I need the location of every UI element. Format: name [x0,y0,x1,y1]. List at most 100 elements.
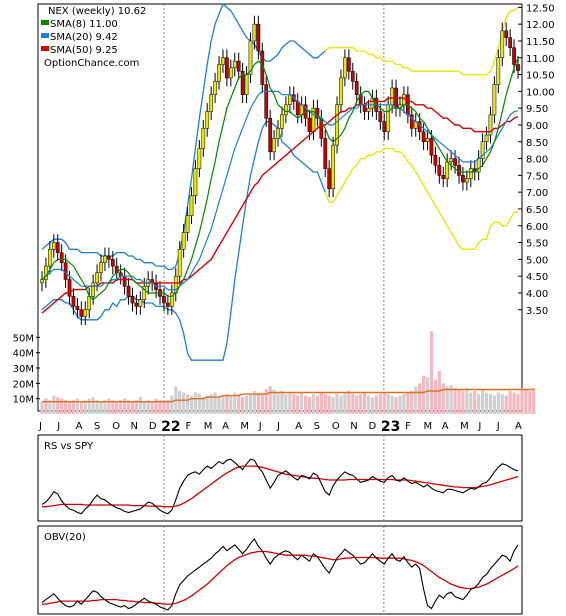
candle-body [201,128,206,149]
candle-body [425,138,430,143]
candle-body [327,168,332,190]
candle-body [512,47,516,65]
volume-tick-label: 40M [13,349,34,360]
month-label: J [276,421,280,432]
candle-body [409,114,414,129]
volume-bar [115,401,119,414]
price-tick-label: 12.00 [526,20,555,31]
candle-body [496,57,501,85]
price-tick-label: 11.00 [526,54,555,65]
candle-body [48,249,52,267]
candle-body [468,168,473,179]
candle-body [295,101,300,116]
rs-panel [37,434,523,522]
rs-legend: RS vs SPY [44,441,94,452]
candle-body [484,134,489,143]
candle-body [461,175,465,183]
candle-body [437,165,442,176]
candle-body [256,23,261,52]
volume-bar [197,394,201,414]
volume-bar [209,394,213,414]
candle-body [343,57,347,79]
month-label: A [295,421,302,432]
price-tick-label: 6.00 [526,222,548,233]
volume-bar [303,395,308,414]
volume-bar [433,380,437,414]
price-tick-label: 4.50 [526,272,548,283]
volume-bar [351,394,355,414]
volume-bar [469,392,473,414]
month-label: A [222,421,229,432]
volume-bar [217,397,221,414]
volume-bar [402,394,406,414]
price-tick-label: 3.50 [526,306,548,317]
volume-bar [390,395,394,414]
volume-bar [386,394,390,414]
candle-body [366,107,371,112]
volume-bar [87,398,91,414]
volume-bar [103,400,107,414]
volume-bar [315,395,319,414]
candle-body [107,255,111,260]
volume-bar [366,395,371,414]
volume-bar [457,389,461,414]
volume-bar [461,391,465,414]
volume-bar [205,395,209,414]
legend-title: NEX (weekly) 10.62 [48,6,146,17]
candle-body [480,141,485,159]
candle-body [59,252,64,263]
volume-bar [480,389,485,414]
bollinger-lower-line-recent [324,147,518,250]
candle-body [339,77,343,106]
watermark: OptionChance.com [44,58,139,69]
volume-bar [241,397,245,414]
volume-bar [516,394,520,414]
price-tick-label: 5.50 [526,239,548,250]
volume-bar [347,391,351,414]
month-label: M [423,421,432,432]
bollinger-upper-line-recent [324,6,519,76]
candle-body [177,249,182,277]
volume-bar [83,400,87,414]
volume-bar [272,389,276,414]
candle-body [213,81,217,95]
volume-bar [166,400,170,414]
volume-bar [119,400,123,414]
volume-bar [276,392,280,414]
candle-body [264,84,269,119]
candle-body [122,275,127,287]
volume-bar [465,387,469,414]
volume-tick-label: 20M [13,379,34,390]
candle-body [441,175,446,179]
candle-body [130,296,135,304]
candle-body [421,131,426,143]
price-tick-label: 12.50 [526,3,555,14]
candle-body [323,138,328,169]
year-label: 22 [161,419,180,435]
volume-bar [355,395,359,414]
candle-body [217,64,221,82]
volume-bar [154,398,158,414]
volume-bar [138,397,142,414]
candle-body [516,64,520,71]
obv-line [41,538,519,611]
volume-bar [256,392,260,414]
volume-bar [162,401,166,414]
candle-body [91,282,95,297]
candle-body [75,306,80,311]
volume-tick-label: 30M [13,364,34,375]
candle-body [197,148,202,169]
volume-bar [244,395,249,414]
sma20-line [41,90,519,291]
candle-body [453,158,457,166]
rs-line [41,458,519,515]
candle-body [280,114,284,129]
candle-body [134,302,139,307]
volume-bar [425,377,430,414]
volume-bar [130,401,135,414]
sma50-line [41,97,519,314]
volume-bar [107,398,111,414]
month-label: S [94,421,100,432]
candle-body [429,138,434,156]
candle-body [488,114,493,136]
